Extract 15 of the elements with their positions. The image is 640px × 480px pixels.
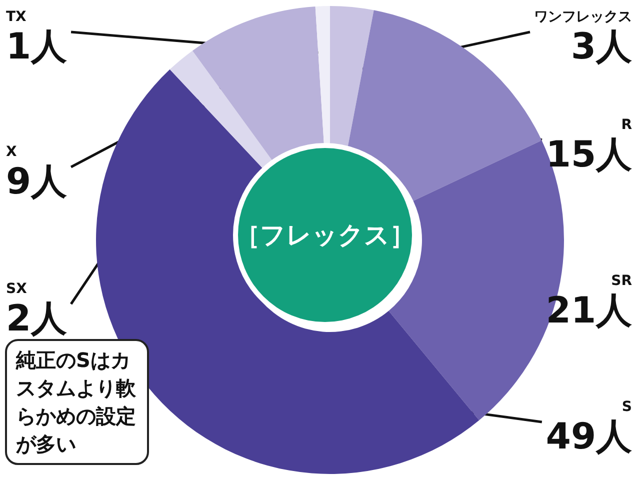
text: 純正のSはカスタムより軟らかめの設定が多い [15, 348, 137, 456]
slice-label: TX [6, 9, 27, 25]
slice-label: SX [6, 281, 28, 297]
data-label: 9人 [6, 162, 68, 202]
slice-label: R [621, 117, 632, 133]
data-label: 49人 [546, 416, 632, 458]
slice-label: SR [611, 273, 632, 289]
text: ［フレックス］ [235, 220, 415, 250]
data-label: 3人 [570, 26, 632, 68]
data-label: 15人 [546, 134, 632, 176]
slice-label: ワンフレックス [534, 9, 632, 25]
data-label: 2人 [6, 298, 68, 340]
data-label: 1人 [6, 26, 68, 68]
slice-label: S [622, 399, 632, 415]
slice-label: X [6, 144, 17, 160]
